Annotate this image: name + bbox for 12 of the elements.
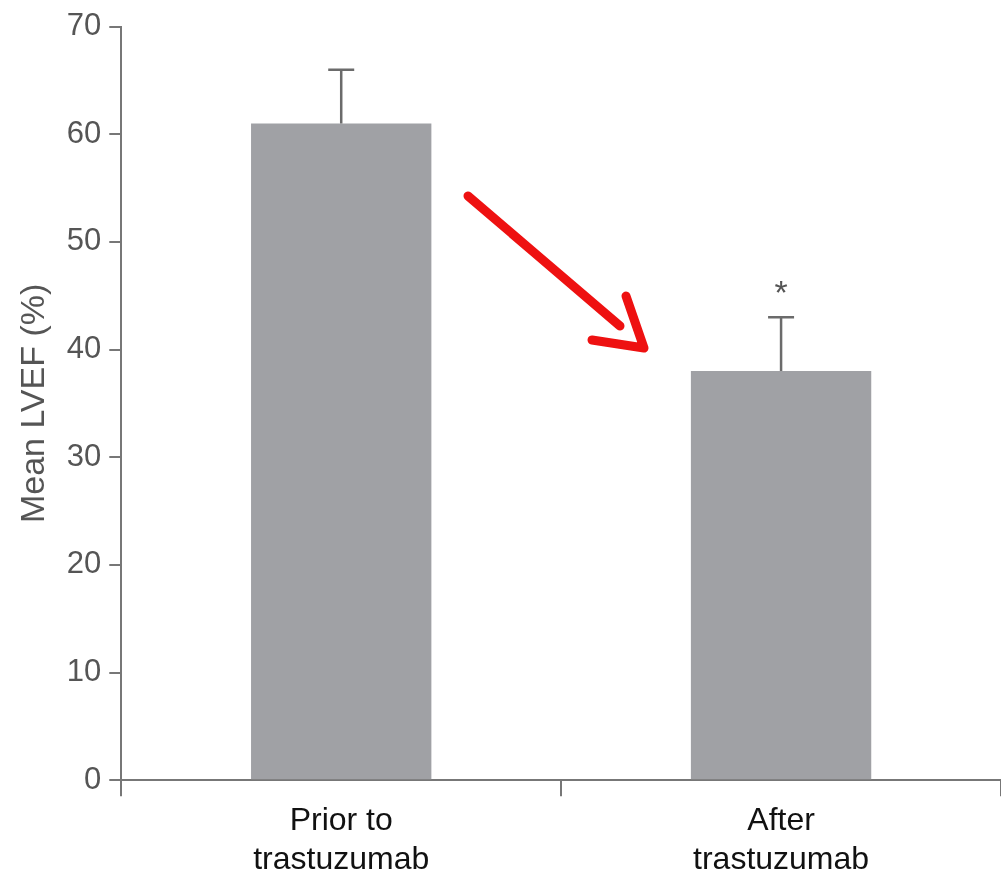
- y-tick-label: 70: [66, 7, 102, 43]
- y-tick-label: 30: [66, 437, 102, 473]
- y-axis-title: Mean LVEF (%): [12, 283, 51, 524]
- y-tick-label: 50: [66, 222, 102, 258]
- y-tick-label: 40: [66, 330, 102, 366]
- x-tick-label: After trastuzumab: [693, 801, 870, 876]
- x-tick-label: Prior to trastuzumab: [253, 801, 430, 876]
- y-tick-label: 10: [66, 653, 102, 689]
- annotation: *: [774, 272, 788, 311]
- y-tick-label: 60: [66, 114, 102, 150]
- y-tick-label: 20: [66, 545, 102, 581]
- y-tick-label: 0: [84, 760, 102, 796]
